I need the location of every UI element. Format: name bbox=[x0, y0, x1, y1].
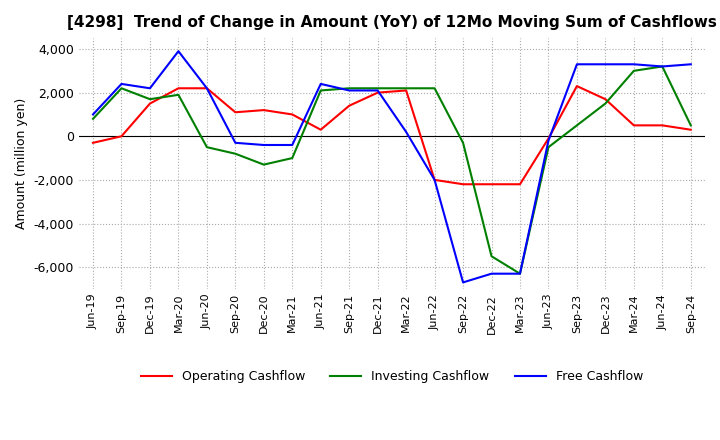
Operating Cashflow bbox=[117, 134, 126, 139]
Free Cashflow bbox=[544, 138, 553, 143]
Operating Cashflow bbox=[686, 127, 695, 132]
Investing Cashflow bbox=[316, 88, 325, 93]
Free Cashflow bbox=[601, 62, 610, 67]
Operating Cashflow bbox=[89, 140, 97, 146]
Line: Operating Cashflow: Operating Cashflow bbox=[93, 86, 690, 184]
Operating Cashflow bbox=[231, 110, 240, 115]
Investing Cashflow bbox=[202, 144, 211, 150]
Free Cashflow bbox=[345, 88, 354, 93]
Operating Cashflow bbox=[316, 127, 325, 132]
Investing Cashflow bbox=[374, 86, 382, 91]
Operating Cashflow bbox=[487, 182, 496, 187]
Investing Cashflow bbox=[487, 253, 496, 259]
Operating Cashflow bbox=[345, 103, 354, 108]
Free Cashflow bbox=[374, 88, 382, 93]
Operating Cashflow bbox=[174, 86, 183, 91]
Operating Cashflow bbox=[145, 101, 154, 106]
Operating Cashflow bbox=[629, 123, 638, 128]
Investing Cashflow bbox=[459, 140, 467, 146]
Investing Cashflow bbox=[431, 86, 439, 91]
Free Cashflow bbox=[459, 280, 467, 285]
Free Cashflow bbox=[316, 81, 325, 87]
Operating Cashflow bbox=[601, 96, 610, 102]
Investing Cashflow bbox=[658, 64, 667, 69]
Free Cashflow bbox=[431, 177, 439, 183]
Operating Cashflow bbox=[544, 136, 553, 141]
Free Cashflow bbox=[572, 62, 581, 67]
Line: Investing Cashflow: Investing Cashflow bbox=[93, 66, 690, 274]
Free Cashflow bbox=[231, 140, 240, 146]
Free Cashflow bbox=[686, 62, 695, 67]
Y-axis label: Amount (million yen): Amount (million yen) bbox=[15, 98, 28, 229]
Operating Cashflow bbox=[259, 107, 268, 113]
Investing Cashflow bbox=[516, 271, 524, 276]
Operating Cashflow bbox=[431, 177, 439, 183]
Free Cashflow bbox=[402, 129, 410, 135]
Investing Cashflow bbox=[402, 86, 410, 91]
Line: Free Cashflow: Free Cashflow bbox=[93, 51, 690, 282]
Free Cashflow bbox=[487, 271, 496, 276]
Operating Cashflow bbox=[402, 88, 410, 93]
Investing Cashflow bbox=[231, 151, 240, 156]
Investing Cashflow bbox=[544, 144, 553, 150]
Operating Cashflow bbox=[288, 112, 297, 117]
Investing Cashflow bbox=[145, 96, 154, 102]
Operating Cashflow bbox=[572, 84, 581, 89]
Free Cashflow bbox=[89, 112, 97, 117]
Free Cashflow bbox=[117, 81, 126, 87]
Free Cashflow bbox=[658, 64, 667, 69]
Operating Cashflow bbox=[374, 90, 382, 95]
Investing Cashflow bbox=[629, 68, 638, 73]
Free Cashflow bbox=[288, 143, 297, 148]
Free Cashflow bbox=[174, 48, 183, 54]
Free Cashflow bbox=[202, 86, 211, 91]
Operating Cashflow bbox=[516, 182, 524, 187]
Investing Cashflow bbox=[117, 86, 126, 91]
Free Cashflow bbox=[145, 86, 154, 91]
Investing Cashflow bbox=[174, 92, 183, 98]
Free Cashflow bbox=[629, 62, 638, 67]
Investing Cashflow bbox=[572, 123, 581, 128]
Legend: Operating Cashflow, Investing Cashflow, Free Cashflow: Operating Cashflow, Investing Cashflow, … bbox=[135, 365, 648, 388]
Operating Cashflow bbox=[658, 123, 667, 128]
Title: [4298]  Trend of Change in Amount (YoY) of 12Mo Moving Sum of Cashflows: [4298] Trend of Change in Amount (YoY) o… bbox=[67, 15, 717, 30]
Free Cashflow bbox=[516, 271, 524, 276]
Investing Cashflow bbox=[288, 155, 297, 161]
Investing Cashflow bbox=[601, 101, 610, 106]
Investing Cashflow bbox=[89, 116, 97, 121]
Investing Cashflow bbox=[686, 123, 695, 128]
Operating Cashflow bbox=[202, 86, 211, 91]
Operating Cashflow bbox=[459, 182, 467, 187]
Investing Cashflow bbox=[259, 162, 268, 167]
Free Cashflow bbox=[259, 143, 268, 148]
Investing Cashflow bbox=[345, 86, 354, 91]
